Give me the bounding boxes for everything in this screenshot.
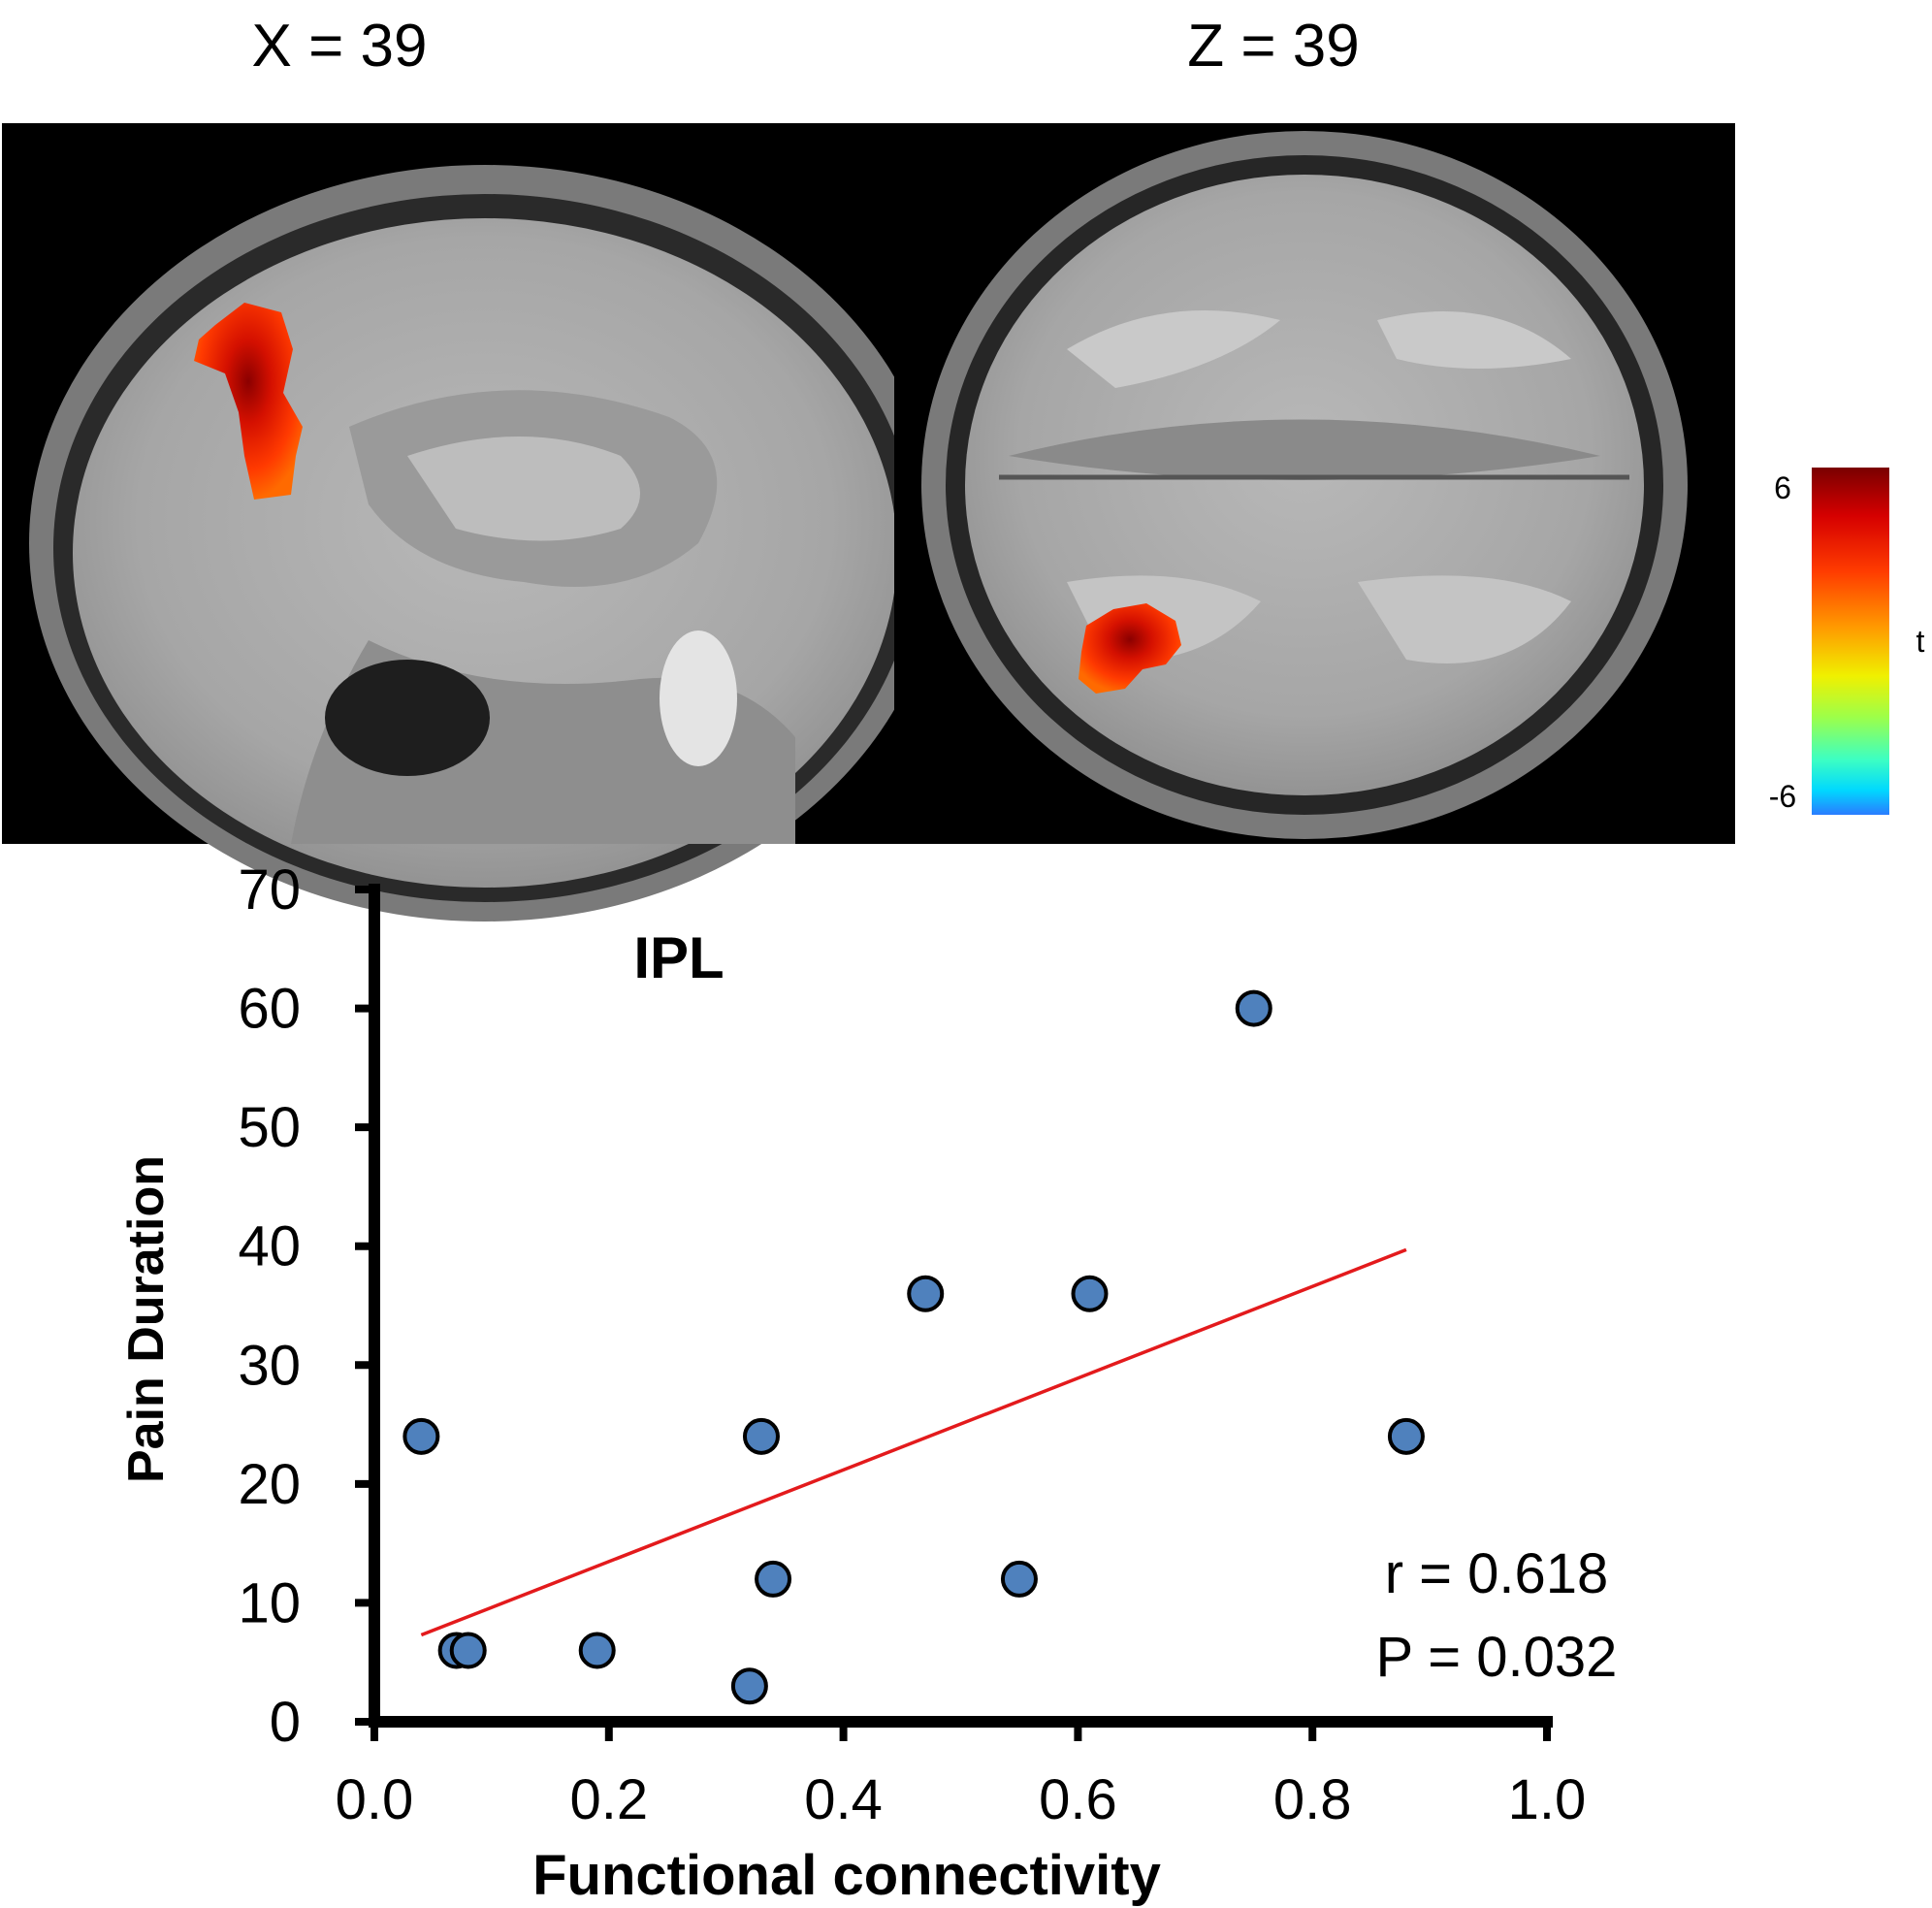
colorbar-max-label: 6	[1774, 470, 1791, 505]
data-point	[1235, 989, 1272, 1027]
x-axis-label: Functional connectivity	[532, 1844, 1161, 1907]
y-tick-label: 40	[238, 1215, 301, 1278]
y-tick-label: 60	[238, 978, 301, 1041]
y-tick-label: 20	[238, 1453, 301, 1516]
data-point	[730, 1667, 768, 1705]
colorbar-gradient	[1812, 468, 1889, 815]
data-point	[907, 1275, 945, 1312]
scatter-chart: IPL Pain Duration Functional connectivit…	[118, 858, 1617, 1907]
y-tick-label: 30	[238, 1334, 301, 1397]
y-tick-label: 50	[238, 1096, 301, 1159]
chart-title: IPL	[633, 925, 724, 990]
sagittal-label: X = 39	[252, 13, 428, 80]
data-point	[402, 1417, 440, 1455]
regression-line	[420, 1247, 1407, 1637]
y-tick-label: 70	[238, 858, 301, 922]
x-tick-label: 1.0	[1508, 1768, 1587, 1831]
x-tick-label: 0.2	[569, 1768, 648, 1831]
x-tick-label: 0.4	[804, 1768, 883, 1831]
colorbar-title: t	[1916, 624, 1925, 659]
x-tick-label: 0.8	[1273, 1768, 1352, 1831]
data-point	[1071, 1275, 1109, 1312]
ipl-activation-sagittal	[194, 303, 303, 500]
data-points	[402, 989, 1425, 1705]
x-tick-label: 0.6	[1039, 1768, 1117, 1831]
axial-slice	[894, 123, 1735, 844]
data-point	[578, 1632, 616, 1669]
colorbar-min-label: -6	[1769, 779, 1796, 814]
y-axis: 0 10 20 30 40 50 60 70	[238, 858, 374, 1754]
data-point	[755, 1560, 792, 1598]
ipl-activation-axial	[1079, 603, 1181, 694]
x-axis: 0.0 0.2 0.4 0.6 0.8 1.0	[336, 1722, 1587, 1831]
y-axis-label: Pain Duration	[118, 1155, 175, 1483]
correlation-r: r = 0.618	[1385, 1542, 1609, 1605]
data-point	[1000, 1560, 1038, 1598]
x-tick-label: 0.0	[336, 1768, 414, 1831]
data-point	[449, 1632, 487, 1669]
axial-label: Z = 39	[1187, 13, 1360, 80]
data-point	[742, 1417, 780, 1455]
colorbar: 6 -6 t	[1769, 468, 1925, 815]
y-tick-label: 0	[270, 1691, 301, 1754]
correlation-p: P = 0.032	[1376, 1626, 1618, 1689]
data-point	[1387, 1417, 1425, 1455]
sagittal-slice	[2, 123, 941, 922]
y-tick-label: 10	[238, 1571, 301, 1634]
